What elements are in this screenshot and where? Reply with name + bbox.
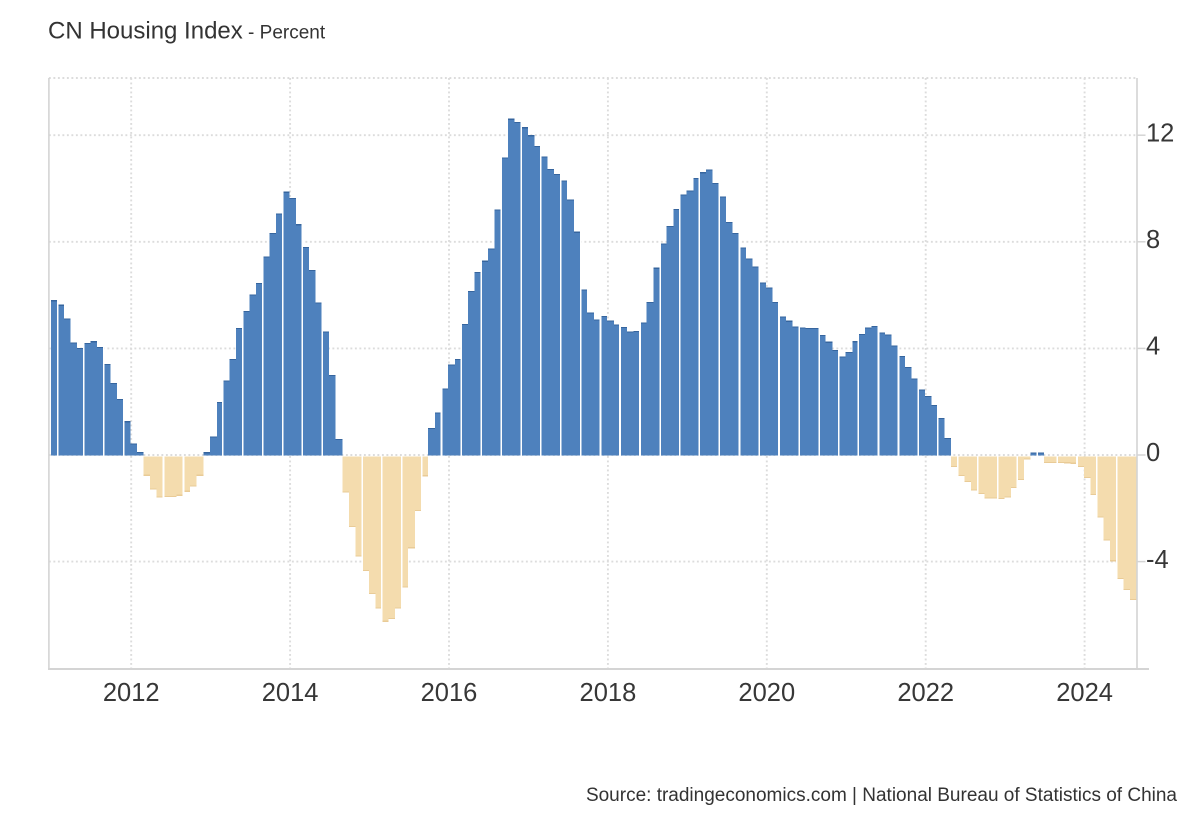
svg-text:12: 12 bbox=[1146, 119, 1174, 147]
svg-text:0: 0 bbox=[1146, 439, 1160, 467]
svg-text:2024: 2024 bbox=[1056, 679, 1113, 707]
svg-text:2020: 2020 bbox=[738, 679, 795, 707]
svg-text:Source: tradingeconomics.com |: Source: tradingeconomics.com | National … bbox=[586, 785, 1177, 806]
svg-text:2014: 2014 bbox=[262, 679, 319, 707]
svg-text:CN Housing Index - Percent: CN Housing Index - Percent bbox=[48, 18, 326, 45]
svg-text:4: 4 bbox=[1146, 333, 1160, 361]
svg-text:2012: 2012 bbox=[103, 679, 160, 707]
svg-text:2018: 2018 bbox=[580, 679, 637, 707]
svg-text:8: 8 bbox=[1146, 226, 1160, 254]
svg-text:2022: 2022 bbox=[897, 679, 954, 707]
svg-text:2016: 2016 bbox=[421, 679, 478, 707]
svg-text:-4: -4 bbox=[1146, 546, 1169, 574]
